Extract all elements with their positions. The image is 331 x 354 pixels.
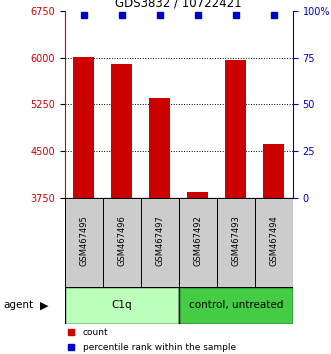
Text: percentile rank within the sample: percentile rank within the sample (83, 343, 236, 352)
Text: C1q: C1q (111, 300, 132, 310)
Bar (111, 64, 132, 198)
Bar (179, 198, 217, 287)
Bar (73, 57, 94, 198)
Text: GSM467497: GSM467497 (155, 215, 164, 266)
Bar (141, 198, 179, 287)
Text: GSM467495: GSM467495 (79, 215, 88, 266)
Bar (255, 198, 293, 287)
Text: count: count (83, 328, 109, 337)
Bar (179, 287, 293, 324)
Bar (65, 198, 103, 287)
Text: ▶: ▶ (40, 300, 48, 310)
Bar (225, 60, 246, 198)
Text: GSM467496: GSM467496 (117, 215, 126, 266)
Text: agent: agent (3, 300, 33, 310)
Title: GDS3832 / 10722421: GDS3832 / 10722421 (116, 0, 242, 10)
Bar (103, 198, 141, 287)
Bar (187, 192, 208, 198)
Bar (263, 144, 284, 198)
Bar (217, 198, 255, 287)
Text: GSM467494: GSM467494 (269, 215, 278, 266)
Bar (149, 98, 170, 198)
Text: GSM467492: GSM467492 (193, 215, 202, 266)
Text: control, untreated: control, untreated (189, 300, 283, 310)
Bar (65, 287, 179, 324)
Text: GSM467493: GSM467493 (231, 215, 240, 266)
